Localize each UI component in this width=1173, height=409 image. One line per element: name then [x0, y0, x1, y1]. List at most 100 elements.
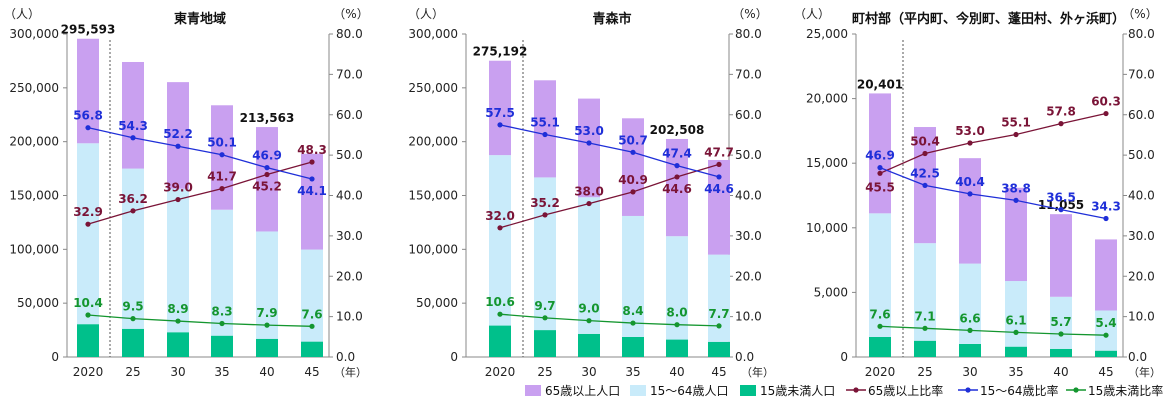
line-point — [716, 323, 722, 329]
y-right-unit-label: （%） — [1122, 7, 1157, 21]
line-point — [877, 165, 883, 171]
bar-segment-under15 — [666, 339, 688, 357]
bar-segment-age15-64 — [708, 254, 730, 342]
bar-segment-age65plus — [959, 158, 981, 264]
bar-segment-under15 — [622, 336, 644, 357]
x-tick-label: 35 — [625, 365, 640, 379]
x-axis-unit-label: （年） — [1128, 365, 1161, 379]
line-point — [130, 208, 136, 214]
line-data-label: 10.4 — [73, 296, 103, 310]
y-right-tick-label: 10.0 — [1128, 310, 1155, 324]
bar-segment-age65plus — [489, 60, 511, 156]
y-left-tick-label: 100,000 — [408, 242, 458, 256]
line-data-label: 5.4 — [1095, 316, 1116, 330]
line-data-label: 36.2 — [118, 192, 148, 206]
legend-label: 15歳未満人口 — [760, 384, 835, 398]
bar-segment-age15-64 — [534, 177, 556, 331]
line-point — [1013, 131, 1019, 138]
y-left-unit-label: （人） — [794, 7, 830, 21]
line-point — [85, 125, 91, 131]
line-data-label: 8.3 — [211, 304, 232, 318]
y-left-tick-label: 10,000 — [806, 221, 848, 235]
y-left-tick-label: 15,000 — [806, 156, 848, 170]
chart-title: 青森市 — [592, 11, 631, 27]
line-point — [586, 200, 592, 207]
x-tick-label: 40 — [259, 365, 274, 379]
bar-segment-age65plus — [211, 105, 233, 210]
bar-segment-age15-64 — [301, 249, 323, 342]
line-data-label: 46.9 — [252, 149, 282, 163]
line-data-label: 56.8 — [73, 109, 103, 123]
bar-segment-age65plus — [534, 80, 556, 178]
y-right-tick-label: 40.0 — [336, 189, 363, 203]
line-series-under15-ratio — [499, 313, 720, 327]
line-data-label: 42.5 — [910, 166, 940, 180]
line-point — [1058, 331, 1064, 337]
y-right-unit-label: （%） — [732, 7, 767, 21]
line-data-label: 40.9 — [618, 173, 648, 187]
bar-segment-under15 — [1005, 346, 1027, 357]
legend-label: 65歳以上比率 — [868, 383, 943, 398]
line-data-label: 36.5 — [1046, 191, 1076, 205]
line-point — [1103, 215, 1109, 222]
bar-total-label: 11,055 — [1038, 198, 1084, 212]
line-data-label: 8.0 — [666, 306, 687, 320]
line-point — [542, 315, 548, 321]
y-right-tick-label: 30.0 — [1128, 229, 1155, 243]
y-right-tick-label: 20.0 — [735, 269, 762, 283]
line-data-label: 54.3 — [118, 119, 148, 133]
y-right-tick-label: 20.0 — [336, 269, 363, 283]
bar-segment-age15-64 — [1095, 310, 1117, 351]
line-series-age65plus-ratio — [879, 112, 1107, 174]
line-data-label: 45.2 — [252, 180, 282, 194]
line-data-label: 35.2 — [530, 196, 560, 210]
y-right-tick-label: 70.0 — [735, 67, 762, 81]
x-tick-label: 2020 — [73, 365, 104, 379]
line-data-label: 32.0 — [485, 209, 515, 223]
legend-swatch — [525, 385, 541, 396]
line-point — [586, 140, 592, 146]
line-data-label: 50.4 — [910, 135, 940, 149]
line-point — [1103, 110, 1109, 117]
y-right-tick-label: 80.0 — [336, 27, 363, 41]
bar-segment-age65plus — [301, 153, 323, 250]
chart-title: 東青地域 — [174, 11, 226, 27]
line-point — [497, 122, 503, 128]
legend-swatch — [740, 385, 756, 396]
bar-segment-age15-64 — [122, 168, 144, 329]
bar-segment-age15-64 — [1050, 296, 1072, 349]
y-left-unit-label: （人） — [408, 7, 444, 21]
line-data-label: 32.9 — [73, 205, 103, 219]
line-point — [1013, 329, 1019, 335]
line-data-label: 45.5 — [865, 180, 895, 194]
line-data-label: 48.3 — [297, 143, 327, 157]
x-tick-label: 25 — [125, 365, 140, 379]
chart-title: 町村部（平内町、今別町、蓬田村、外ヶ浜町） — [852, 11, 1125, 27]
bar-segment-under15 — [211, 335, 233, 357]
line-data-label: 55.1 — [530, 116, 560, 130]
line-point — [542, 131, 548, 138]
line-series-age65plus-ratio — [87, 161, 313, 225]
x-tick-label: 35 — [1008, 365, 1023, 379]
x-tick-label: 40 — [1053, 365, 1068, 379]
line-data-label: 52.2 — [163, 127, 193, 141]
line-point — [630, 189, 636, 195]
line-point — [1058, 207, 1064, 213]
legend-marker — [853, 387, 859, 393]
line-data-label: 6.1 — [1005, 313, 1026, 327]
y-left-tick-label: 0 — [51, 350, 59, 364]
line-data-label: 50.1 — [207, 136, 237, 150]
line-data-label: 9.5 — [122, 300, 143, 314]
line-data-label: 44.6 — [704, 182, 734, 196]
bar-total-label: 213,563 — [240, 111, 295, 125]
y-right-tick-label: 30.0 — [735, 229, 762, 243]
line-series-age15-64-ratio — [879, 167, 1107, 220]
bar-segment-age65plus — [122, 61, 144, 169]
y-right-tick-label: 60.0 — [336, 108, 363, 122]
y-left-unit-label: （人） — [4, 7, 40, 21]
line-data-label: 34.3 — [1091, 200, 1121, 214]
bar-segment-age15-64 — [167, 188, 189, 333]
x-tick-label: 45 — [304, 365, 319, 379]
x-tick-label: 35 — [214, 365, 229, 379]
